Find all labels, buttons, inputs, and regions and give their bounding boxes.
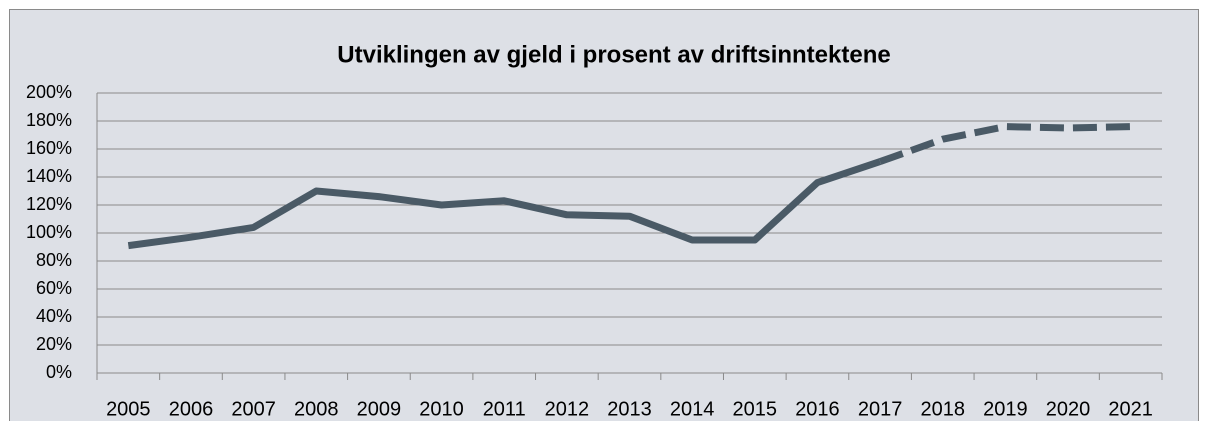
x-tick-label: 2006: [169, 398, 214, 420]
x-tick-label: 2015: [733, 398, 778, 420]
chart-title: Utviklingen av gjeld i prosent av drifts…: [337, 41, 890, 68]
y-tick-label: 200%: [26, 82, 72, 102]
forecast-line: [878, 123, 1131, 165]
y-tick-label: 0%: [46, 362, 72, 382]
x-tick-label: 2005: [106, 398, 151, 420]
x-tick-label: 2019: [983, 398, 1028, 420]
x-tick-label: 2010: [419, 398, 464, 420]
x-tick-label: 2011: [483, 398, 526, 420]
x-tick-label: 2012: [545, 398, 590, 420]
x-tick-label: 2018: [920, 398, 965, 420]
x-tick-label: 2020: [1046, 398, 1091, 420]
y-tick-label: 60%: [36, 278, 72, 298]
x-tick-label: 2013: [607, 398, 652, 420]
x-tick-label: 2007: [231, 398, 276, 420]
y-tick-label: 100%: [26, 222, 72, 242]
line: [127, 158, 882, 250]
y-tick-label: 140%: [26, 166, 72, 186]
x-tick-label: 2017: [858, 398, 903, 420]
y-tick-label: 120%: [26, 194, 72, 214]
x-tick-label: 2021: [1108, 398, 1153, 420]
x-tick-label: 2008: [294, 398, 339, 420]
y-tick-label: 80%: [36, 250, 72, 270]
y-tick-label: 160%: [26, 138, 72, 158]
x-tick-label: 2009: [357, 398, 402, 420]
x-tick-label: 2014: [670, 398, 715, 420]
y-tick-label: 20%: [36, 334, 72, 354]
y-tick-label: 180%: [26, 110, 72, 130]
y-tick-label: 40%: [36, 306, 72, 326]
x-tick-label: 2016: [795, 398, 840, 420]
